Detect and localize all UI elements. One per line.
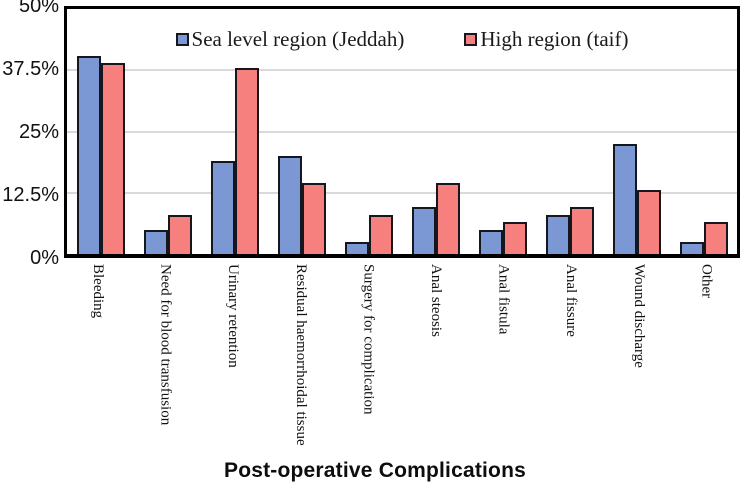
- legend-marker-icon: [464, 33, 478, 46]
- x-label-cell: Anal fissure: [537, 258, 605, 456]
- x-category-label: Residual haemorrhoidal tissue: [292, 264, 309, 446]
- bar-series1-cat9: [703, 222, 728, 254]
- legend-item-0: Sea level region (Jeddah): [175, 27, 405, 51]
- bar-series1-cat5: [435, 182, 460, 254]
- bar-group: [335, 9, 402, 254]
- bar-series0-cat8: [612, 143, 637, 254]
- legend: Sea level region (Jeddah) High region (ta…: [67, 29, 737, 50]
- bar-series1-cat6: [502, 222, 527, 254]
- x-category-label: Surgery for complication: [360, 264, 377, 415]
- bar-group: [67, 9, 134, 254]
- y-tick-label: 37.5%: [2, 58, 59, 80]
- y-tick-label: 12.5%: [2, 184, 59, 206]
- bar-series1-cat8: [636, 190, 661, 254]
- bar-series0-cat6: [478, 229, 503, 254]
- gridline: [67, 130, 737, 133]
- x-category-label: Need for blood transfusion: [157, 264, 174, 426]
- y-tick-label: 25%: [18, 121, 59, 143]
- bar-series0-cat9: [679, 241, 704, 254]
- bar-group: [469, 9, 536, 254]
- bar-series1-cat1: [167, 214, 192, 254]
- bar-series0-cat7: [545, 214, 570, 254]
- x-category-label: Anal fistula: [495, 264, 512, 335]
- legend-label: Sea level region (Jeddah): [191, 27, 405, 51]
- legend-label: High region (taif): [480, 27, 629, 51]
- legend-item-1: High region (taif): [464, 29, 628, 50]
- gridline: [67, 191, 737, 194]
- bar-series1-cat7: [569, 207, 594, 254]
- bar-series1-cat2: [234, 67, 259, 254]
- bar-group: [670, 9, 737, 254]
- bar-series1-cat3: [301, 182, 326, 254]
- bar-group: [536, 9, 603, 254]
- x-category-label: Wound discharge: [630, 264, 647, 368]
- x-category-label: Bleeding: [90, 264, 107, 319]
- bars-container: [67, 9, 737, 254]
- plot-row: 0% 12.5% 25% 37.5% 50% Sea level region (Jed…: [0, 0, 740, 268]
- x-label-cell: Bleeding: [64, 258, 132, 456]
- y-tick-label: 50%: [18, 0, 59, 17]
- plot-area: Sea level region (Jeddah) High region (ta…: [64, 6, 740, 258]
- legend-marker-icon: [175, 33, 189, 46]
- bar-series0-cat0: [76, 55, 101, 254]
- bar-group: [201, 9, 268, 254]
- x-category-label: Other: [698, 264, 715, 299]
- bar-series0-cat2: [210, 160, 235, 254]
- x-label-cell: Anal steosis: [402, 258, 470, 456]
- bar-series1-cat0: [100, 62, 125, 254]
- bar-series0-cat5: [411, 207, 436, 254]
- x-label-cell: Other: [672, 258, 740, 456]
- bar-group: [134, 9, 201, 254]
- x-category-label: Anal fissure: [563, 264, 580, 337]
- x-category-label: Urinary retention: [225, 264, 242, 368]
- x-axis-title: Post-operative Complications: [224, 459, 526, 482]
- bar-series0-cat3: [277, 156, 302, 254]
- bar-group: [268, 9, 335, 254]
- y-axis: 0% 12.5% 25% 37.5% 50%: [0, 0, 64, 268]
- x-axis-labels: Bleeding Need for blood transfusion Urinar…: [64, 258, 740, 456]
- x-label-cell: Urinary retention: [199, 258, 267, 456]
- bar-group: [402, 9, 469, 254]
- bar-group: [603, 9, 670, 254]
- x-label-cell: Need for blood transfusion: [132, 258, 200, 456]
- bar-series0-cat1: [143, 229, 168, 254]
- x-category-label: Anal steosis: [428, 264, 445, 337]
- x-label-cell: Wound discharge: [605, 258, 673, 456]
- y-tick-label: 0%: [30, 247, 59, 269]
- x-label-cell: Surgery for complication: [334, 258, 402, 456]
- bar-series0-cat4: [344, 241, 369, 254]
- x-title-row: Post-operative Complications: [0, 456, 750, 486]
- x-label-cell: Residual haemorrhoidal tissue: [267, 258, 335, 456]
- x-label-cell: Anal fistula: [470, 258, 538, 456]
- gridline: [67, 69, 737, 72]
- bar-series1-cat4: [368, 214, 393, 254]
